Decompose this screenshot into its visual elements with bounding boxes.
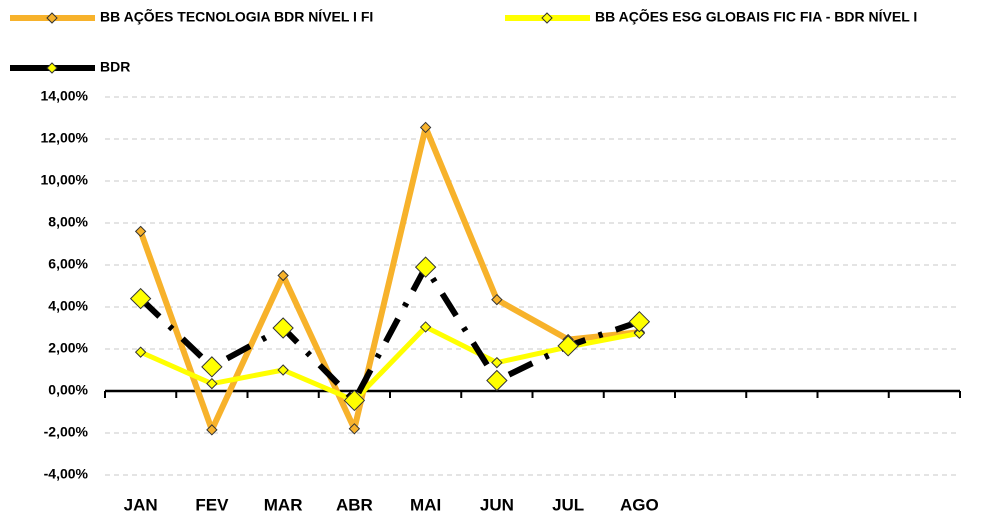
legend-label: BDR xyxy=(100,59,130,75)
marker xyxy=(277,269,289,282)
legend-marker xyxy=(541,12,553,24)
marker xyxy=(129,287,152,310)
marker xyxy=(277,364,289,376)
legend-marker xyxy=(46,62,58,74)
marker xyxy=(419,321,432,333)
y-tick-label: 8,00% xyxy=(48,214,88,230)
y-tick-label: 0,00% xyxy=(48,382,88,398)
marker xyxy=(491,356,503,369)
y-tick-label: 14,00% xyxy=(41,88,89,104)
x-tick-label: MAR xyxy=(264,495,303,514)
marker xyxy=(206,377,218,390)
y-tick-label: 2,00% xyxy=(48,340,88,356)
y-tick-label: -4,00% xyxy=(44,466,89,482)
marker xyxy=(343,389,366,412)
series-line xyxy=(139,324,640,403)
x-tick-label: AGO xyxy=(620,495,659,514)
y-tick-label: 6,00% xyxy=(48,256,88,272)
y-tick-label: 10,00% xyxy=(41,172,89,188)
x-tick-label: JUL xyxy=(552,495,584,514)
y-tick-label: 4,00% xyxy=(48,298,88,314)
marker xyxy=(206,424,218,436)
x-tick-label: JUN xyxy=(480,495,514,514)
x-tick-label: ABR xyxy=(336,495,373,514)
marker xyxy=(348,423,361,435)
y-tick-label: -2,00% xyxy=(44,424,89,440)
marker xyxy=(414,256,437,278)
marker xyxy=(134,346,147,358)
legend-label: BB AÇÕES ESG GLOBAIS FIC FIA - BDR NÍVEL… xyxy=(595,8,917,25)
marker xyxy=(419,121,432,134)
marker xyxy=(557,335,579,357)
y-tick-label: 12,00% xyxy=(41,130,89,146)
x-tick-label: MAI xyxy=(410,495,441,514)
series-line xyxy=(137,124,640,433)
legend-label: BB AÇÕES TECNOLOGIA BDR NÍVEL I FI xyxy=(100,8,373,25)
marker xyxy=(633,327,646,339)
legend-marker xyxy=(46,12,58,24)
x-tick-label: JAN xyxy=(124,495,158,514)
marker xyxy=(272,317,294,339)
marker xyxy=(491,293,503,306)
marker xyxy=(486,369,508,392)
marker xyxy=(201,356,223,378)
series-line xyxy=(138,264,641,404)
marker xyxy=(628,310,651,333)
x-tick-label: FEV xyxy=(195,495,229,514)
marker xyxy=(134,225,147,238)
